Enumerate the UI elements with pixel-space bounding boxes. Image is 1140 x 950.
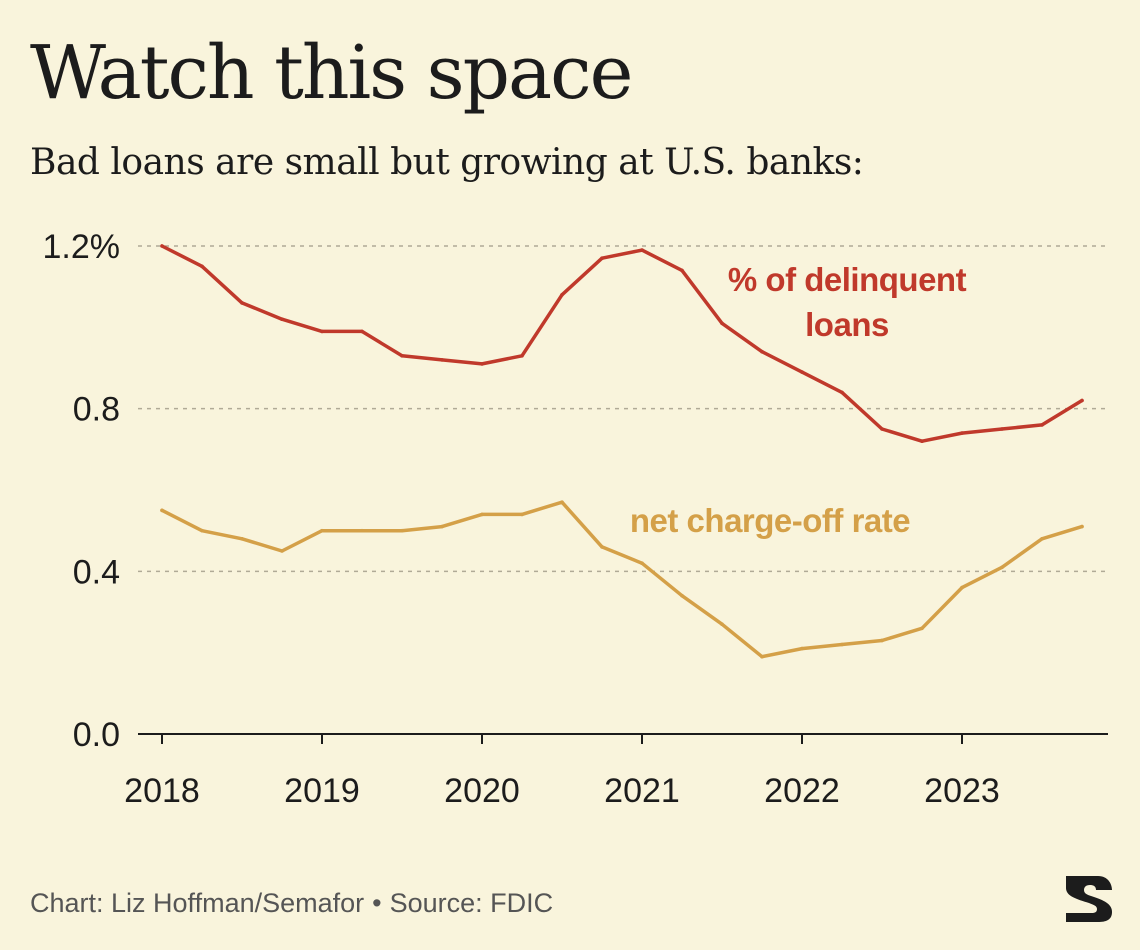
delinquent-loans-point xyxy=(600,256,604,261)
charge-off-rate-point xyxy=(520,512,524,517)
charge-off-rate-point xyxy=(920,626,924,631)
delinquent-loans-point xyxy=(760,349,764,354)
charge-off-rate-point xyxy=(360,528,364,533)
delinquent-loans-point xyxy=(1040,423,1044,427)
charge-off-rate-point xyxy=(160,508,164,513)
charge-off-rate-point xyxy=(760,654,764,659)
chart-footer: Chart: Liz Hoffman/Semafor • Source: FDIC xyxy=(30,888,553,919)
delinquent-loans-label: % of delinquent xyxy=(728,261,967,298)
charge-off-rate-point xyxy=(480,512,484,517)
x-tick-label: 2023 xyxy=(924,772,1000,810)
charge-off-rate-label: net charge-off rate xyxy=(630,502,910,539)
y-tick-label: 0.0 xyxy=(73,716,120,754)
charge-off-rate-point xyxy=(600,545,604,549)
y-tick-label: 1.2% xyxy=(43,228,121,266)
semafor-logo-icon xyxy=(1066,876,1112,922)
delinquent-loans-point xyxy=(880,427,884,431)
page-subtitle: Bad loans are small but growing at U.S. … xyxy=(30,142,864,183)
delinquent-loans-point xyxy=(280,317,284,322)
charge-off-rate-point xyxy=(1000,565,1004,570)
page-title: Watch this space xyxy=(30,30,633,116)
delinquent-loans-point xyxy=(480,362,484,366)
delinquent-loans-point xyxy=(1080,398,1084,403)
y-tick-label: 0.8 xyxy=(73,391,120,429)
charge-off-rate-point xyxy=(1040,537,1044,541)
y-tick-label: 0.4 xyxy=(73,553,120,591)
charge-off-rate-point xyxy=(560,500,564,505)
x-tick-label: 2020 xyxy=(444,772,520,810)
charge-off-rate-point xyxy=(1080,524,1084,529)
delinquent-loans-point xyxy=(320,329,324,334)
delinquent-loans-point xyxy=(200,264,204,269)
charge-off-rate-point xyxy=(680,593,684,598)
delinquent-loans-point xyxy=(680,268,684,273)
charge-off-rate-point xyxy=(200,528,204,533)
charge-off-rate-point xyxy=(440,524,444,529)
delinquent-loans-point xyxy=(560,293,564,297)
delinquent-loans-point xyxy=(440,358,444,362)
delinquent-loans-point xyxy=(720,321,724,326)
delinquent-loans-point xyxy=(360,329,364,334)
chart-source: Source: FDIC xyxy=(389,888,554,918)
delinquent-loans-line xyxy=(160,244,1084,443)
x-tick-label: 2019 xyxy=(284,772,360,810)
charge-off-rate-point xyxy=(240,537,244,541)
charge-off-rate-point xyxy=(960,585,964,590)
delinquent-loans-point xyxy=(960,431,964,435)
delinquent-loans-point xyxy=(640,248,644,252)
charge-off-rate-point xyxy=(280,549,284,553)
delinquent-loans-point xyxy=(800,370,804,374)
charge-off-rate-point xyxy=(840,642,844,647)
delinquent-loans-point xyxy=(520,354,524,358)
charge-off-rate-point xyxy=(800,646,804,651)
x-tick-label: 2021 xyxy=(604,772,680,810)
delinquent-loans-point xyxy=(240,301,244,305)
charge-off-rate-point xyxy=(880,638,884,643)
delinquent-loans-label: loans xyxy=(805,306,889,343)
x-tick-label: 2018 xyxy=(124,772,200,810)
x-tick-label: 2022 xyxy=(764,772,840,810)
delinquent-loans-point xyxy=(160,244,164,248)
charge-off-rate-point xyxy=(720,622,724,626)
chart-credit: Chart: Liz Hoffman/Semafor xyxy=(30,888,365,918)
delinquent-loans-point xyxy=(1000,427,1004,431)
charge-off-rate-point xyxy=(400,528,404,533)
delinquent-loans-point xyxy=(840,390,844,395)
footer-separator: • xyxy=(372,888,382,918)
delinquent-loans-point xyxy=(400,354,404,358)
charge-off-rate-point xyxy=(320,528,324,533)
charge-off-rate-point xyxy=(640,561,644,565)
charge-off-rate-line xyxy=(160,500,1084,659)
delinquent-loans-point xyxy=(920,439,924,444)
